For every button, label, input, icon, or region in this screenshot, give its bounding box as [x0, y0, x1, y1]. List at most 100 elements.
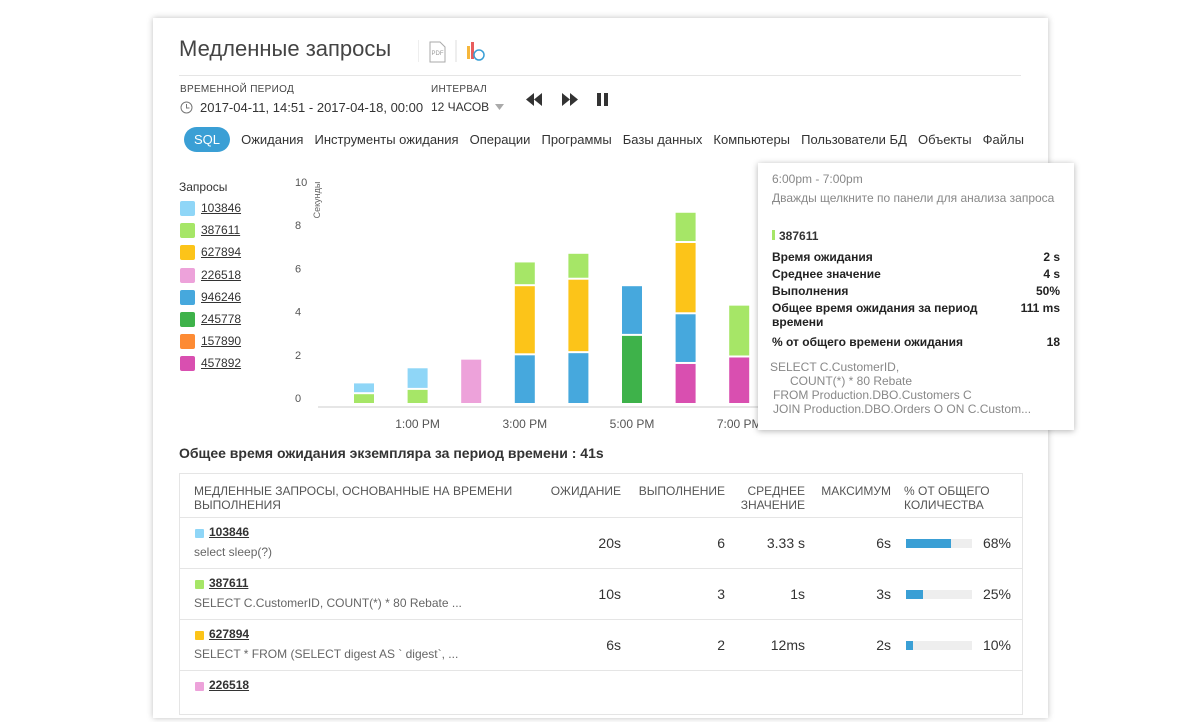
pdf-icon[interactable]	[429, 41, 446, 63]
query-id[interactable]: 226518	[209, 678, 250, 692]
clock-icon	[473, 49, 485, 61]
legend-label[interactable]: 627894	[201, 245, 242, 260]
cell: 25%	[982, 586, 1011, 602]
tab[interactable]: Пользователи БД	[801, 132, 907, 147]
row-swatch	[195, 580, 204, 589]
legend-label[interactable]: 103846	[201, 201, 242, 215]
row-swatch	[195, 682, 204, 691]
bar-segment[interactable]	[675, 314, 696, 362]
legend-label[interactable]: 457892	[201, 356, 242, 371]
query-id[interactable]: 387611	[209, 576, 249, 590]
x-tick-label: 5:00 PM	[610, 417, 655, 431]
bar-segment[interactable]	[461, 359, 482, 403]
sql-line: SELECT C.CustomerID,	[770, 360, 900, 374]
tab[interactable]: Инструменты ожидания	[314, 132, 459, 147]
tab[interactable]: SQL	[184, 127, 231, 152]
cell: 6s	[606, 637, 621, 653]
tab[interactable]: Компьютеры	[713, 132, 791, 147]
tooltip-row: % от общего времени ожидания 18	[772, 335, 1060, 349]
table-row: 627894 SELECT * FROM (SELECT digest AS ` …	[180, 619, 1022, 671]
bar-segment[interactable]	[514, 286, 535, 354]
tooltip-key: Выполнения	[772, 284, 849, 298]
cell: 10%	[982, 637, 1011, 653]
bar-segment[interactable]	[568, 253, 589, 278]
toolbar-icons: PDF	[418, 40, 485, 63]
legend-label[interactable]: 157890	[201, 334, 242, 349]
legend-swatch	[180, 201, 195, 216]
tooltip-key: % от общего времени ожидания	[772, 335, 963, 349]
legend-label[interactable]: 245778	[201, 312, 242, 326]
tooltip-row: Выполнения 50%	[772, 284, 1060, 298]
table: МЕДЛЕННЫЕ ЗАПРОСЫ, ОСНОВАННЫЕ НА ВРЕМЕНИ…	[179, 473, 1023, 715]
rewind-button[interactable]	[526, 93, 542, 106]
tooltip-value: 18	[1046, 335, 1060, 349]
report-icon[interactable]	[467, 46, 470, 59]
tooltip-key: Общее время ожидания за период времени	[772, 301, 978, 329]
bar-segment[interactable]	[622, 286, 642, 334]
query-swatch	[772, 230, 775, 240]
progress-track	[906, 590, 972, 599]
bar-segment[interactable]	[622, 335, 642, 403]
x-tick-label: 3:00 PM	[502, 417, 547, 431]
dropdown-arrow[interactable]	[495, 104, 505, 112]
tab[interactable]: Объекты	[917, 132, 972, 147]
query-text: SELECT * FROM (SELECT digest AS ` digest…	[194, 647, 459, 661]
cell: 68%	[982, 535, 1011, 551]
bar-segment[interactable]	[729, 357, 750, 403]
y-tick-label: 10	[295, 177, 307, 189]
query-text: SELECT C.CustomerID, COUNT(*) * 80 Rebat…	[194, 596, 462, 610]
column-header: МАКСИМУМ	[821, 484, 891, 498]
table-row: 387611 SELECT C.CustomerID, COUNT(*) * 80…	[180, 568, 1022, 620]
column-header: ВЫПОЛНЕНИЕ	[638, 484, 725, 498]
y-tick-label: 6	[295, 263, 301, 275]
column-header: % ОТ ОБЩЕГО КОЛИЧЕСТВА	[904, 484, 990, 512]
bar-segment[interactable]	[354, 383, 374, 393]
progress-bar	[906, 590, 923, 599]
tab[interactable]: Базы данных	[622, 132, 703, 147]
progress-bar	[906, 539, 951, 548]
bar-segment[interactable]	[354, 394, 374, 403]
bar-segment[interactable]	[514, 262, 535, 285]
bar-segment[interactable]	[675, 212, 696, 241]
period-value[interactable]: 2017-04-11, 14:51 - 2017-04-18, 00:00	[200, 100, 424, 115]
chart: Секунды 0 2 4 6 8 10 1:00 PM 3:00 PM 5:00 PM 7:00…	[295, 177, 762, 431]
query-text: select sleep(?)	[194, 545, 273, 559]
table-row: 226518	[180, 670, 1022, 722]
tooltip-value: 111 ms	[1020, 301, 1060, 315]
cell: 2s	[876, 637, 891, 653]
legend-swatch	[180, 312, 195, 327]
bar-segment[interactable]	[568, 353, 589, 403]
legend-label[interactable]: 226518	[201, 267, 242, 282]
bar-segment[interactable]	[675, 363, 696, 403]
bar-segment[interactable]	[568, 279, 589, 352]
bar-segment[interactable]	[514, 355, 535, 403]
column-header: МЕДЛЕННЫЕ ЗАПРОСЫ, ОСНОВАННЫЕ НА ВРЕМЕНИ…	[194, 484, 513, 512]
forward-button[interactable]	[562, 93, 578, 106]
legend-label[interactable]: 387611	[201, 223, 241, 238]
bar-segment[interactable]	[675, 243, 696, 313]
tab[interactable]: Операции	[469, 132, 531, 147]
tooltip-hint: Дважды щелкните по панели для анализа за…	[772, 191, 1055, 205]
query-id[interactable]: 627894	[209, 627, 250, 641]
bar-segment[interactable]	[729, 305, 750, 356]
tab[interactable]: Программы	[541, 132, 612, 147]
pause-button[interactable]	[597, 93, 608, 106]
bar-segment[interactable]	[407, 389, 428, 403]
tooltip-row: Общее время ожидания за период времени 11…	[772, 301, 1060, 329]
tab[interactable]: Ожидания	[241, 132, 304, 147]
tab[interactable]: Файлы	[982, 132, 1024, 147]
sql-line: FROM Production.DBO.Customers C	[773, 388, 972, 402]
legend-label[interactable]: 946246	[201, 289, 242, 304]
summary: Общее время ожидания экземпляра за перио…	[179, 445, 604, 461]
interval-value[interactable]: 12 ЧАСОВ	[431, 100, 490, 114]
legend-swatch	[180, 289, 195, 305]
bar-segment[interactable]	[407, 368, 428, 388]
tooltip-key: Среднее значение	[772, 267, 881, 281]
query-id[interactable]: 103846	[209, 525, 250, 539]
legend-swatch	[180, 334, 195, 350]
x-tick-label: 7:00 PM	[717, 417, 762, 431]
divider	[179, 75, 1021, 76]
tab-bar: SQL Ожидания Инструменты ожидания Операции П…	[184, 127, 1024, 152]
table-row: 103846 select sleep(?) 20s 6 3.33 s 6s 68%	[180, 517, 1022, 569]
legend-swatch	[180, 356, 195, 372]
